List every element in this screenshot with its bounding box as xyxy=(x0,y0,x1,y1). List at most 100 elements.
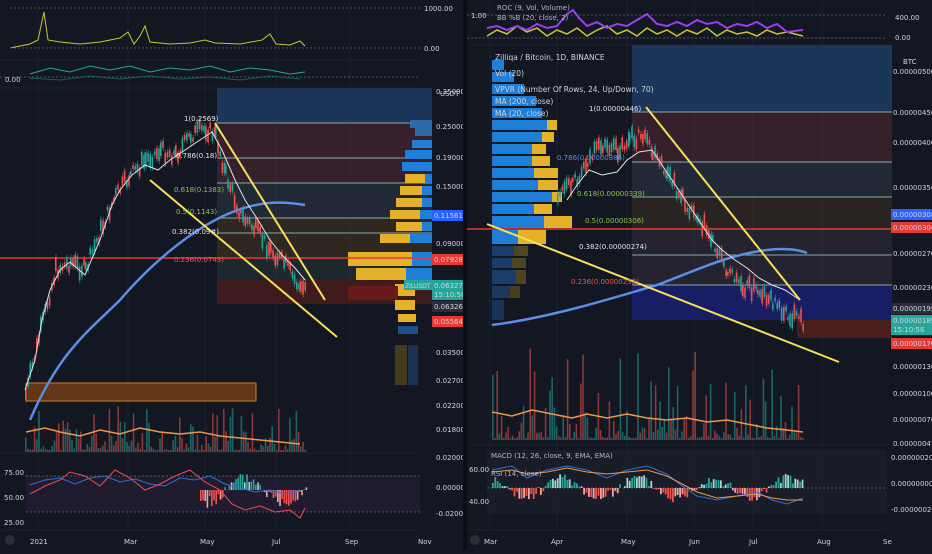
volume-bar xyxy=(115,441,117,452)
macd-bar xyxy=(499,483,501,488)
volume-bar xyxy=(87,444,89,452)
volume-bar xyxy=(536,433,538,440)
volume-bar xyxy=(298,432,300,452)
candle xyxy=(184,135,186,140)
volume-bar xyxy=(153,449,155,452)
volume-bar xyxy=(609,401,611,440)
macd-bar xyxy=(734,488,736,493)
candle xyxy=(182,138,184,152)
volume-bar xyxy=(164,450,166,452)
volume-bar xyxy=(712,438,714,440)
volume-bar xyxy=(560,438,562,440)
volume-bar xyxy=(221,449,223,452)
volume-bar xyxy=(738,436,740,440)
volume-bar xyxy=(168,450,170,452)
macd-bar xyxy=(497,481,499,488)
macd-bar xyxy=(768,486,770,488)
volume-bar xyxy=(496,371,498,440)
candle xyxy=(638,129,640,132)
candle xyxy=(83,259,85,266)
svg-text:60.00: 60.00 xyxy=(469,466,489,474)
svg-text:0.00000195: 0.00000195 xyxy=(893,305,932,313)
svg-text:0.05564: 0.05564 xyxy=(434,318,463,326)
candle xyxy=(68,266,70,273)
volume-bar xyxy=(690,436,692,440)
macd-bar xyxy=(785,474,787,488)
macd-bar xyxy=(739,488,741,493)
candle xyxy=(581,167,583,177)
volume-bar xyxy=(666,433,668,440)
candle xyxy=(190,134,192,142)
volume-bar xyxy=(93,414,95,452)
candle xyxy=(631,126,633,138)
svg-text:0.06326: 0.06326 xyxy=(434,303,463,311)
svg-text:Mar: Mar xyxy=(484,538,497,546)
volume-bar xyxy=(113,445,115,452)
macd-bar xyxy=(576,484,578,488)
macd-bar xyxy=(200,490,202,501)
candle xyxy=(644,130,646,140)
macd-bar xyxy=(535,488,537,494)
candle xyxy=(289,263,291,270)
volume-bar xyxy=(201,445,203,452)
macd-bar xyxy=(732,488,734,491)
svg-text:40.00: 40.00 xyxy=(469,498,489,506)
volume-bar xyxy=(170,450,172,452)
macd-bar xyxy=(564,475,566,488)
candle xyxy=(738,279,740,283)
volume-bar xyxy=(719,436,721,440)
volume-bar xyxy=(252,413,254,452)
macd-bar xyxy=(667,488,669,498)
macd-bar xyxy=(624,486,626,488)
candle xyxy=(669,167,671,182)
volume-bar xyxy=(628,437,630,440)
candle xyxy=(633,136,635,148)
macd-bar xyxy=(586,488,588,493)
candle xyxy=(134,166,136,169)
candle xyxy=(207,129,209,142)
macd-bar xyxy=(255,485,257,490)
svg-text:May: May xyxy=(200,538,214,546)
candle xyxy=(238,212,240,219)
volume-bar xyxy=(510,438,512,440)
zilusdt-chart[interactable]: 1000.00 0.00 0.00 xyxy=(0,0,463,550)
volume-bar xyxy=(754,438,756,440)
candle xyxy=(55,257,57,271)
volume-bar xyxy=(120,422,122,452)
volume-bar xyxy=(274,444,276,452)
svg-text:0.00000304: 0.00000304 xyxy=(893,224,932,232)
top-ind-zero: 0.00 xyxy=(424,45,440,53)
volume-bar xyxy=(681,431,683,440)
volume-bar xyxy=(133,414,135,452)
candle xyxy=(594,142,596,154)
candle xyxy=(225,166,227,174)
candle xyxy=(234,195,236,209)
volume-bar xyxy=(223,409,225,452)
volume-bar xyxy=(677,386,679,440)
volume-bar xyxy=(197,435,199,452)
chart-panel-zilusdt[interactable]: 1000.00 0.00 0.00 xyxy=(0,0,463,550)
macd-bar xyxy=(672,488,674,502)
volume-bar xyxy=(45,449,47,452)
macd-bar xyxy=(492,483,494,488)
candle xyxy=(731,269,733,272)
volume-bar xyxy=(236,450,238,452)
volume-bar xyxy=(190,424,192,452)
svg-text:75.00: 75.00 xyxy=(4,469,24,477)
volume-bar xyxy=(631,438,633,440)
candle xyxy=(787,317,789,320)
macd-bar xyxy=(306,487,308,490)
candle xyxy=(249,218,251,224)
volume-bar xyxy=(637,353,639,440)
candle xyxy=(727,272,729,275)
volume-bar xyxy=(155,450,157,452)
macd-bar xyxy=(730,482,732,488)
chart-panel-zilbtc[interactable]: ROC (9, Vol, Volume) BB %B (20, close, 2… xyxy=(467,0,932,550)
macd-bar xyxy=(566,480,568,488)
svg-text:May: May xyxy=(621,538,635,546)
volume-bar xyxy=(668,367,670,440)
svg-text:0.06327: 0.06327 xyxy=(434,282,463,290)
zilbtc-chart[interactable]: ROC (9, Vol, Volume) BB %B (20, close, 2… xyxy=(467,0,932,550)
volume-bar xyxy=(697,438,699,440)
candle xyxy=(742,285,744,296)
